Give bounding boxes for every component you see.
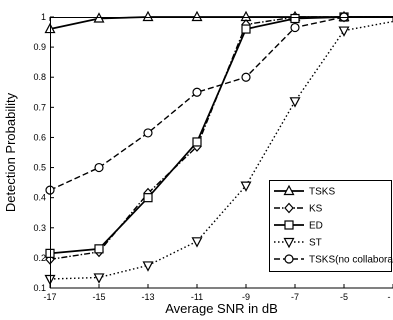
- x-tick-label: -9: [242, 292, 250, 302]
- series-4: [45, 12, 393, 195]
- x-tick-label: -: [388, 292, 391, 302]
- legend-marker: [284, 220, 294, 230]
- x-tick-label: -5: [340, 292, 348, 302]
- x-tick-label: -17: [43, 292, 56, 302]
- legend-marker: [284, 254, 294, 264]
- x-tick-label: -15: [92, 292, 105, 302]
- legend-marker: [283, 237, 295, 249]
- data-point: [290, 13, 300, 24]
- y-tick-label: 0.6: [33, 132, 46, 142]
- y-tick-label: 1: [41, 12, 46, 22]
- data-point: [338, 26, 350, 37]
- y-axis-label: Detection Probability: [3, 92, 18, 212]
- x-tick-label: -7: [291, 292, 299, 302]
- data-point: [240, 181, 252, 192]
- data-point: [241, 72, 251, 82]
- data-point: [94, 244, 104, 254]
- data-point: [143, 128, 153, 138]
- data-point: [192, 137, 202, 147]
- series-3: [44, 20, 393, 286]
- legend-label: TSKS(no collaboration): [309, 255, 393, 266]
- series-line: [49, 16, 393, 191]
- x-tick-label: -11: [191, 292, 203, 302]
- legend-label: KS: [309, 204, 323, 215]
- legend-item: ED: [274, 220, 323, 232]
- legend-marker: [284, 202, 294, 214]
- y-tick-label: 0.9: [33, 42, 46, 52]
- legend-marker: [283, 184, 295, 196]
- data-point: [192, 87, 202, 97]
- series-line: [49, 20, 393, 280]
- y-tick-label: 0.2: [33, 253, 46, 263]
- legend-item: TSKS(no collaboration): [274, 254, 393, 266]
- plot-frame: [50, 17, 393, 289]
- legend-item: TSKS: [274, 184, 335, 198]
- legend-label: TSKS: [309, 187, 335, 198]
- y-tick-label: 0.8: [33, 72, 46, 82]
- data-point: [241, 24, 251, 34]
- legend: TSKS KS ED ST TSKS(no collaboration): [269, 180, 393, 272]
- tick-labels: -17 -15 -13 -11 -9 -7 -5 - 0.1 0.2 0.3 0.4 0.5 0.6 0.7…: [33, 12, 390, 302]
- legend-item: KS: [274, 202, 323, 215]
- y-tick-label: 0.7: [33, 102, 46, 112]
- x-axis-label: Average SNR in dB: [165, 301, 278, 316]
- data-point: [290, 22, 300, 33]
- x-tick-label: -13: [141, 292, 154, 302]
- y-tick-label: 0.4: [33, 193, 46, 203]
- legend-item: ST: [274, 238, 322, 249]
- y-tick-label: 0.5: [33, 163, 46, 173]
- data-point: [143, 193, 153, 203]
- data-point: [142, 261, 154, 272]
- data-point: [94, 162, 104, 173]
- data-point: [93, 273, 105, 284]
- data-point: [289, 97, 301, 108]
- data-point: [191, 10, 203, 22]
- y-tick-label: 0.1: [33, 283, 46, 293]
- y-tick-label: 0.3: [33, 223, 46, 233]
- data-point: [142, 10, 154, 22]
- legend-label: ST: [309, 238, 322, 249]
- legend-label: ED: [309, 221, 323, 232]
- data-point: [191, 237, 203, 248]
